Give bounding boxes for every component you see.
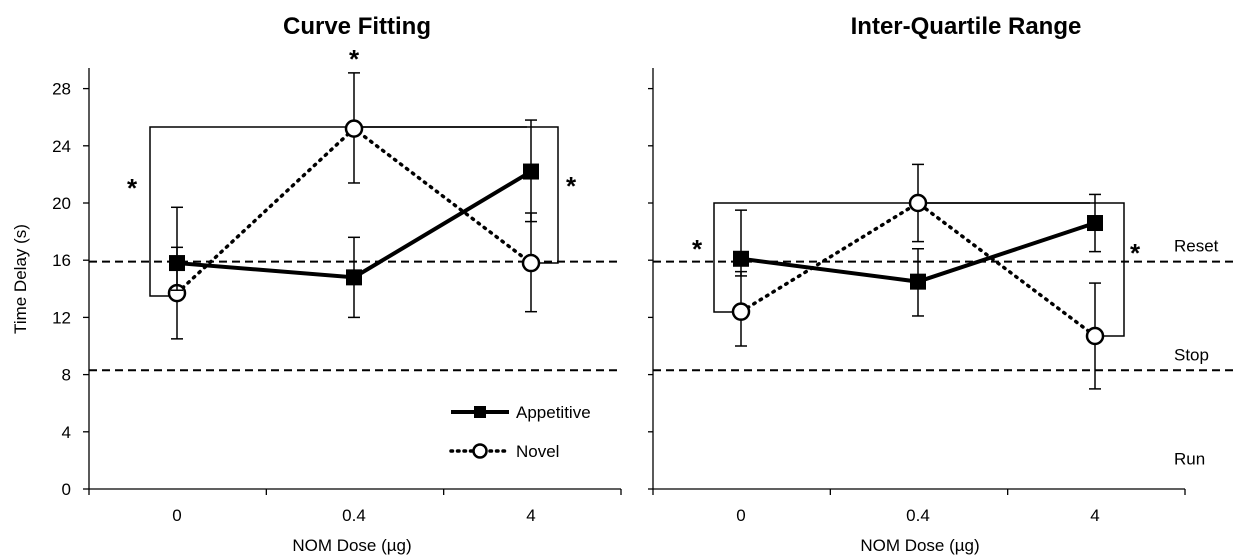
y-tick-label: 8 <box>62 366 71 385</box>
data-point <box>731 302 751 321</box>
legend-label-novel: Novel <box>516 442 559 461</box>
y-tick-label: 28 <box>52 80 71 99</box>
reference-label: Stop <box>1174 345 1209 364</box>
data-point <box>521 253 541 273</box>
x-tick-label: 0 <box>172 506 181 525</box>
significance-star: * <box>1130 238 1141 268</box>
y-tick-label: 16 <box>52 251 71 270</box>
significance-bracket <box>149 126 527 297</box>
y-axis-label: Time Delay (s) <box>11 224 30 334</box>
y-tick-label: 0 <box>62 480 71 499</box>
significance-star: * <box>692 234 703 264</box>
panel-inter-quartile-range: Inter-Quartile Range NOM Dose (µg) Reset… <box>648 13 1238 555</box>
significance-bracket <box>350 126 559 264</box>
significance-star: * <box>349 44 360 74</box>
legend-marker-appetitive <box>474 406 486 418</box>
chart-title: Inter-Quartile Range <box>851 13 1082 40</box>
significance-star: * <box>127 173 138 203</box>
x-tick-label: 0 <box>736 506 745 525</box>
legend-label-appetitive: Appetitive <box>516 403 591 422</box>
data-point <box>169 255 185 272</box>
significance-bracket <box>713 202 1090 313</box>
significance-bracket <box>916 202 1125 337</box>
legend-marker-novel <box>472 443 488 459</box>
chart-title: Curve Fitting <box>283 13 431 40</box>
y-tick-label: 12 <box>52 308 71 327</box>
data-point <box>1087 215 1103 232</box>
data-point <box>344 119 364 138</box>
x-tick-label: 0.4 <box>906 506 930 525</box>
y-tick-label: 20 <box>52 194 71 213</box>
data-point <box>346 269 362 286</box>
significance-star: * <box>566 171 577 201</box>
reference-label: Run <box>1174 450 1205 469</box>
data-point <box>523 163 539 180</box>
y-tick-label: 24 <box>52 137 71 156</box>
y-tick-label: 4 <box>62 423 71 442</box>
x-axis-label: NOM Dose (µg) <box>292 536 411 555</box>
x-axis-label: NOM Dose (µg) <box>860 536 979 555</box>
x-tick-label: 0.4 <box>342 506 366 525</box>
data-point <box>908 193 928 213</box>
data-point <box>1085 326 1105 346</box>
data-point <box>910 273 926 290</box>
reference-label: Reset <box>1174 237 1219 256</box>
x-tick-label: 4 <box>526 506 535 525</box>
x-tick-label: 4 <box>1090 506 1099 525</box>
panel-curve-fitting: Curve Fitting Time Delay (s) NOM Dose (µ… <box>11 13 622 555</box>
data-point <box>733 250 749 267</box>
series-line <box>739 200 1097 338</box>
